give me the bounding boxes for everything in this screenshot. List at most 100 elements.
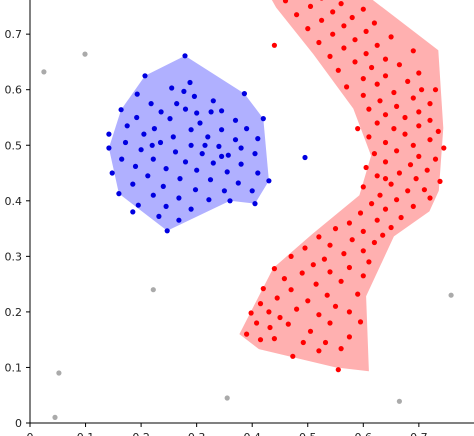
data-point-series-2 xyxy=(145,173,151,179)
x-tick-label: 0.6 xyxy=(355,431,373,436)
data-point-series-2 xyxy=(150,192,156,198)
data-point-series-1 xyxy=(305,298,311,304)
data-point-series-2 xyxy=(150,156,156,162)
data-point-series-3 xyxy=(82,51,88,57)
data-point-series-1 xyxy=(344,84,350,90)
y-tick-label: 0.3 xyxy=(5,250,23,263)
data-point-series-2 xyxy=(197,120,203,126)
data-point-series-2 xyxy=(134,114,140,121)
data-point-series-1 xyxy=(371,151,377,157)
tick-marks: 0 0.1 0.2 0.3 0.4 0.5 0.6 0.7 0 0.1 0.2 0.3 0.4 0.5 0.… xyxy=(5,28,428,436)
data-point-series-1 xyxy=(349,14,355,21)
data-point-series-2 xyxy=(109,170,115,176)
data-point-series-1 xyxy=(341,251,347,257)
data-point-series-1 xyxy=(396,62,402,68)
data-point-series-2 xyxy=(192,187,199,193)
y-tick-label: 0.7 xyxy=(5,28,23,41)
data-point-series-1 xyxy=(307,3,314,9)
data-point-series-1 xyxy=(402,131,408,137)
data-point-series-2 xyxy=(160,183,166,189)
data-point-series-2 xyxy=(182,106,189,112)
data-point-series-1 xyxy=(382,112,389,118)
data-point-series-1 xyxy=(267,324,273,331)
data-point-series-1 xyxy=(369,201,375,207)
data-point-series-2 xyxy=(106,131,112,137)
data-point-series-2 xyxy=(181,88,187,94)
data-point-series-3 xyxy=(150,287,156,293)
data-point-series-1 xyxy=(360,92,366,98)
data-point-series-1 xyxy=(271,42,277,48)
data-point-series-1 xyxy=(319,17,325,23)
data-point-series-2 xyxy=(238,145,244,151)
data-point-series-1 xyxy=(382,206,389,212)
data-point-series-2 xyxy=(188,142,194,148)
data-point-series-1 xyxy=(321,256,327,262)
data-point-series-2 xyxy=(119,156,125,162)
data-point-series-2 xyxy=(170,134,176,140)
data-point-series-1 xyxy=(394,103,400,109)
data-point-series-1 xyxy=(327,53,333,60)
data-point-series-2 xyxy=(207,177,214,183)
data-point-series-1 xyxy=(254,320,260,326)
data-point-series-1 xyxy=(360,228,366,234)
data-point-series-2 xyxy=(194,110,200,116)
data-point-series-1 xyxy=(322,339,329,346)
data-point-series-1 xyxy=(271,336,277,342)
data-point-series-1 xyxy=(435,128,441,134)
data-point-series-1 xyxy=(330,31,336,37)
data-point-series-1 xyxy=(355,291,361,297)
data-point-series-2 xyxy=(142,73,148,79)
data-point-series-1 xyxy=(357,210,364,216)
data-point-series-2 xyxy=(169,85,175,91)
data-point-series-2 xyxy=(225,152,231,158)
data-point-series-1 xyxy=(357,319,364,325)
data-point-series-1 xyxy=(410,203,416,209)
data-point-series-1 xyxy=(416,123,422,129)
data-point-series-1 xyxy=(432,156,439,162)
data-point-series-2 xyxy=(156,213,162,219)
cluster-region-2 xyxy=(239,0,444,372)
data-point-series-1 xyxy=(316,234,322,240)
data-point-series-1 xyxy=(338,278,344,284)
y-tick-label: 0.1 xyxy=(5,361,23,374)
data-point-series-1 xyxy=(410,142,416,148)
data-point-series-1 xyxy=(319,0,324,1)
data-point-series-1 xyxy=(288,287,294,293)
data-point-series-1 xyxy=(424,167,430,173)
data-point-series-1 xyxy=(346,334,352,340)
data-point-series-2 xyxy=(172,149,179,155)
data-point-series-1 xyxy=(352,59,358,65)
data-point-series-2 xyxy=(210,160,216,166)
data-point-series-1 xyxy=(338,346,344,352)
data-point-series-3 xyxy=(52,414,58,420)
data-point-series-2 xyxy=(148,101,154,107)
data-point-series-2 xyxy=(199,151,205,157)
data-point-series-1 xyxy=(248,310,254,316)
data-point-series-2 xyxy=(216,143,222,149)
data-point-series-1 xyxy=(363,164,369,171)
data-point-series-2 xyxy=(219,127,225,133)
y-tick-label: 0.6 xyxy=(5,84,23,97)
data-point-series-2 xyxy=(164,228,170,234)
data-point-series-1 xyxy=(360,6,366,12)
data-point-series-2 xyxy=(224,169,230,175)
data-point-series-1 xyxy=(413,176,419,182)
data-point-series-2 xyxy=(227,198,233,204)
data-point-series-1 xyxy=(366,259,372,265)
data-point-series-2 xyxy=(202,142,208,148)
data-point-series-1 xyxy=(402,114,408,121)
data-point-series-2 xyxy=(219,108,225,114)
data-point-series-1 xyxy=(244,331,250,337)
data-point-series-2 xyxy=(266,178,272,184)
data-point-series-1 xyxy=(307,328,314,334)
data-point-series-2 xyxy=(241,91,247,97)
data-point-series-2 xyxy=(252,201,258,207)
data-point-series-2 xyxy=(191,93,197,99)
data-point-series-1 xyxy=(310,262,316,268)
data-point-series-2 xyxy=(260,116,266,122)
data-point-series-1 xyxy=(416,153,422,159)
x-tick-label: 0.4 xyxy=(243,431,261,436)
data-point-series-1 xyxy=(338,1,344,7)
data-point-series-1 xyxy=(416,70,422,76)
data-point-series-1 xyxy=(274,295,280,301)
